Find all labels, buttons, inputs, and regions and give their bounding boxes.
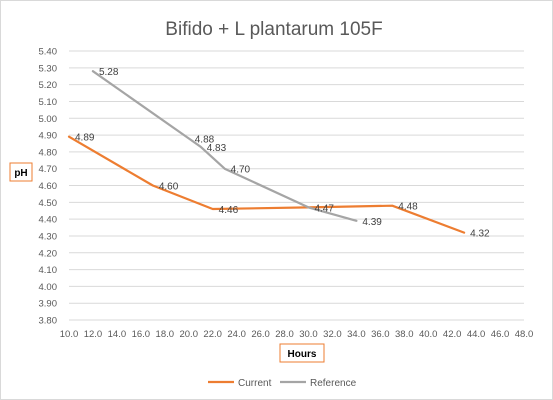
- gridlines: [69, 50, 524, 321]
- x-tick-label: 28.0: [275, 329, 294, 340]
- y-tick-label: 5.40: [39, 47, 58, 58]
- x-axis-title: Hours: [288, 349, 317, 360]
- x-tick-label: 48.0: [515, 329, 534, 340]
- y-tick-label: 3.90: [39, 299, 58, 310]
- x-tick-label: 10.0: [60, 329, 79, 340]
- data-label: 4.32: [470, 229, 490, 240]
- data-label: 4.83: [207, 143, 227, 154]
- data-label: 5.28: [99, 67, 119, 78]
- y-axis-ticks: 3.80 3.90 4.00 4.10 4.20 4.30 4.40 4.50 4.60 4.70…: [39, 47, 58, 327]
- x-tick-label: 36.0: [371, 329, 390, 340]
- data-label: 4.47: [314, 203, 334, 214]
- y-tick-label: 4.50: [39, 198, 58, 209]
- data-label: 4.89: [75, 133, 95, 144]
- x-axis-ticks: 10.0 12.0 14.0 16.0 18.0 20.0 22.0 24.0 26.0 28.0…: [60, 329, 534, 340]
- chart-title: Bifido + L plantarum 105F: [165, 19, 382, 40]
- x-axis-title-box: [279, 343, 325, 363]
- series-line-reference: [91, 70, 358, 222]
- y-tick-label: 4.90: [39, 131, 58, 142]
- data-label: 4.48: [398, 202, 418, 213]
- y-tick-label: 4.70: [39, 164, 58, 175]
- series-line-current: [67, 135, 466, 234]
- x-tick-label: 34.0: [347, 329, 366, 340]
- x-tick-label: 22.0: [203, 329, 222, 340]
- y-tick-label: 4.00: [39, 282, 58, 293]
- x-tick-label: 44.0: [467, 329, 486, 340]
- y-tick-label: 5.00: [39, 114, 58, 125]
- x-tick-label: 16.0: [132, 329, 151, 340]
- data-label: 4.60: [159, 182, 179, 193]
- y-tick-label: 4.10: [39, 265, 58, 276]
- y-axis-title-box: [9, 162, 33, 182]
- x-tick-label: 18.0: [156, 329, 175, 340]
- y-tick-label: 5.10: [39, 97, 58, 108]
- legend-label: Current: [238, 378, 272, 389]
- x-tick-label: 32.0: [323, 329, 342, 340]
- y-tick-label: 5.30: [39, 63, 58, 74]
- y-tick-label: 4.20: [39, 248, 58, 259]
- series-lines: [67, 70, 466, 234]
- x-tick-label: 12.0: [84, 329, 103, 340]
- y-tick-label: 4.80: [39, 147, 58, 158]
- legend: Current Reference: [208, 378, 357, 389]
- x-tick-label: 24.0: [227, 329, 246, 340]
- data-label: 4.46: [219, 205, 239, 216]
- x-tick-label: 38.0: [395, 329, 414, 340]
- y-axis-title: pH: [14, 168, 27, 179]
- x-tick-label: 14.0: [108, 329, 127, 340]
- y-tick-label: 4.60: [39, 181, 58, 192]
- data-label: 4.39: [362, 217, 382, 228]
- y-tick-label: 3.80: [39, 316, 58, 327]
- legend-label: Reference: [310, 378, 357, 389]
- x-tick-label: 46.0: [491, 329, 510, 340]
- x-tick-label: 40.0: [419, 329, 438, 340]
- y-tick-label: 4.40: [39, 215, 58, 226]
- data-labels: 4.89 4.60 4.46 4.47 4.48 4.32 5.28 4.884.83 4.70…: [75, 67, 490, 239]
- x-tick-label: 20.0: [179, 329, 198, 340]
- y-tick-label: 4.30: [39, 231, 58, 242]
- y-tick-label: 5.20: [39, 80, 58, 91]
- data-label: 4.88: [195, 134, 215, 145]
- x-tick-label: 42.0: [443, 329, 462, 340]
- x-tick-label: 26.0: [251, 329, 270, 340]
- x-tick-label: 30.0: [299, 329, 318, 340]
- data-label: 4.70: [231, 165, 251, 176]
